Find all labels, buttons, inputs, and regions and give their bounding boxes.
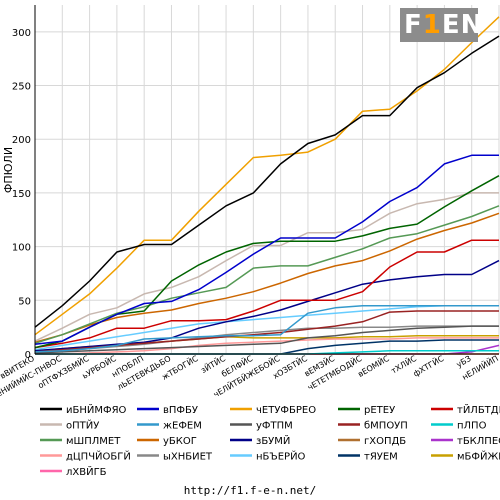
x-axis-ticks: вВИТЕКОеНИЙМЙС-ПНВОСоПТФХЗБМЙСьУРБОЙСнПО… bbox=[0, 352, 500, 399]
grid-lines bbox=[34, 5, 500, 355]
legend-label: уФТПМ bbox=[256, 421, 293, 432]
y-tick-label: 150 bbox=[12, 189, 31, 200]
y-tick-label: 100 bbox=[12, 243, 31, 254]
series-line bbox=[34, 325, 499, 354]
logo-text-tail: EN bbox=[441, 10, 484, 40]
y-tick-label: 250 bbox=[12, 82, 31, 93]
x-tick-label: вЕОМЙС bbox=[355, 352, 391, 379]
series-line bbox=[34, 239, 499, 349]
legend-label: нБЪЕРЙО bbox=[256, 450, 306, 463]
x-tick-label: уБЗ bbox=[455, 354, 473, 369]
legend-label: тБКЛПЕО bbox=[457, 436, 500, 447]
logo-text-accent: 1 bbox=[422, 10, 442, 40]
series-line bbox=[34, 154, 499, 346]
x-tick-label: фХТГЙС bbox=[411, 352, 446, 379]
series-line bbox=[34, 304, 499, 353]
legend-label: гХОПДБ bbox=[364, 436, 406, 447]
y-axis-title: ФПЮЛИ bbox=[2, 147, 15, 193]
legend-label: мШПЛМЕТ bbox=[66, 436, 121, 447]
axes bbox=[34, 5, 499, 355]
legend-label: вПФБУ bbox=[163, 405, 198, 416]
legend-label: мБФЙЖЙ bbox=[457, 450, 500, 463]
series-line bbox=[34, 325, 499, 354]
legend-label: чЕТУФБРЕО bbox=[256, 405, 316, 416]
logo-background bbox=[400, 8, 478, 42]
legend-label: иБНЙМФЯО bbox=[66, 403, 127, 416]
logo-text-main: F bbox=[404, 10, 423, 40]
series-line bbox=[35, 337, 499, 355]
series-line bbox=[34, 205, 500, 345]
legend-label: пЛПО bbox=[457, 421, 487, 432]
y-axis-ticks: 0 50 100 150 200 250 300 bbox=[12, 28, 31, 361]
series-line bbox=[34, 16, 500, 336]
legend: иБНЙМФЯО вПФБУ чЕТУФБРЕО рЕТЕУ тЙЛБТДП оПТЙУ ж… bbox=[40, 403, 500, 478]
legend-label: оПТЙУ bbox=[66, 419, 99, 432]
series-line bbox=[34, 35, 500, 328]
series-line bbox=[34, 259, 500, 352]
series-line bbox=[34, 304, 499, 351]
legend-label: тЯУЕМ bbox=[364, 452, 398, 463]
legend-label: рЕТЕУ bbox=[364, 405, 395, 416]
f1en-logo: F1EN bbox=[400, 8, 482, 42]
legend-label: зБУМЙ bbox=[256, 434, 290, 447]
legend-label: бМПОУП bbox=[364, 421, 408, 432]
legend-label: тЙЛБТДП bbox=[457, 403, 500, 416]
legend-label: уБКОГ bbox=[163, 436, 197, 447]
series-line bbox=[34, 212, 500, 343]
legend-label: жЕФЕМ bbox=[163, 421, 202, 432]
logo-text: F1EN bbox=[404, 10, 483, 40]
legend-label: ыХНБИЕТ bbox=[163, 452, 213, 463]
series-lines bbox=[34, 16, 500, 355]
y-tick-label: 300 bbox=[12, 28, 31, 39]
y-tick-label: 50 bbox=[18, 296, 31, 307]
footer-url[interactable]: http://f1.f-e-n.net/ bbox=[183, 484, 317, 497]
legend-label: лХВЙГБ bbox=[66, 465, 107, 478]
y-tick-label: 0 bbox=[25, 350, 31, 361]
y-tick-label: 200 bbox=[12, 135, 31, 146]
legend-label: дЦПЧЙОБГЙ bbox=[66, 450, 131, 463]
